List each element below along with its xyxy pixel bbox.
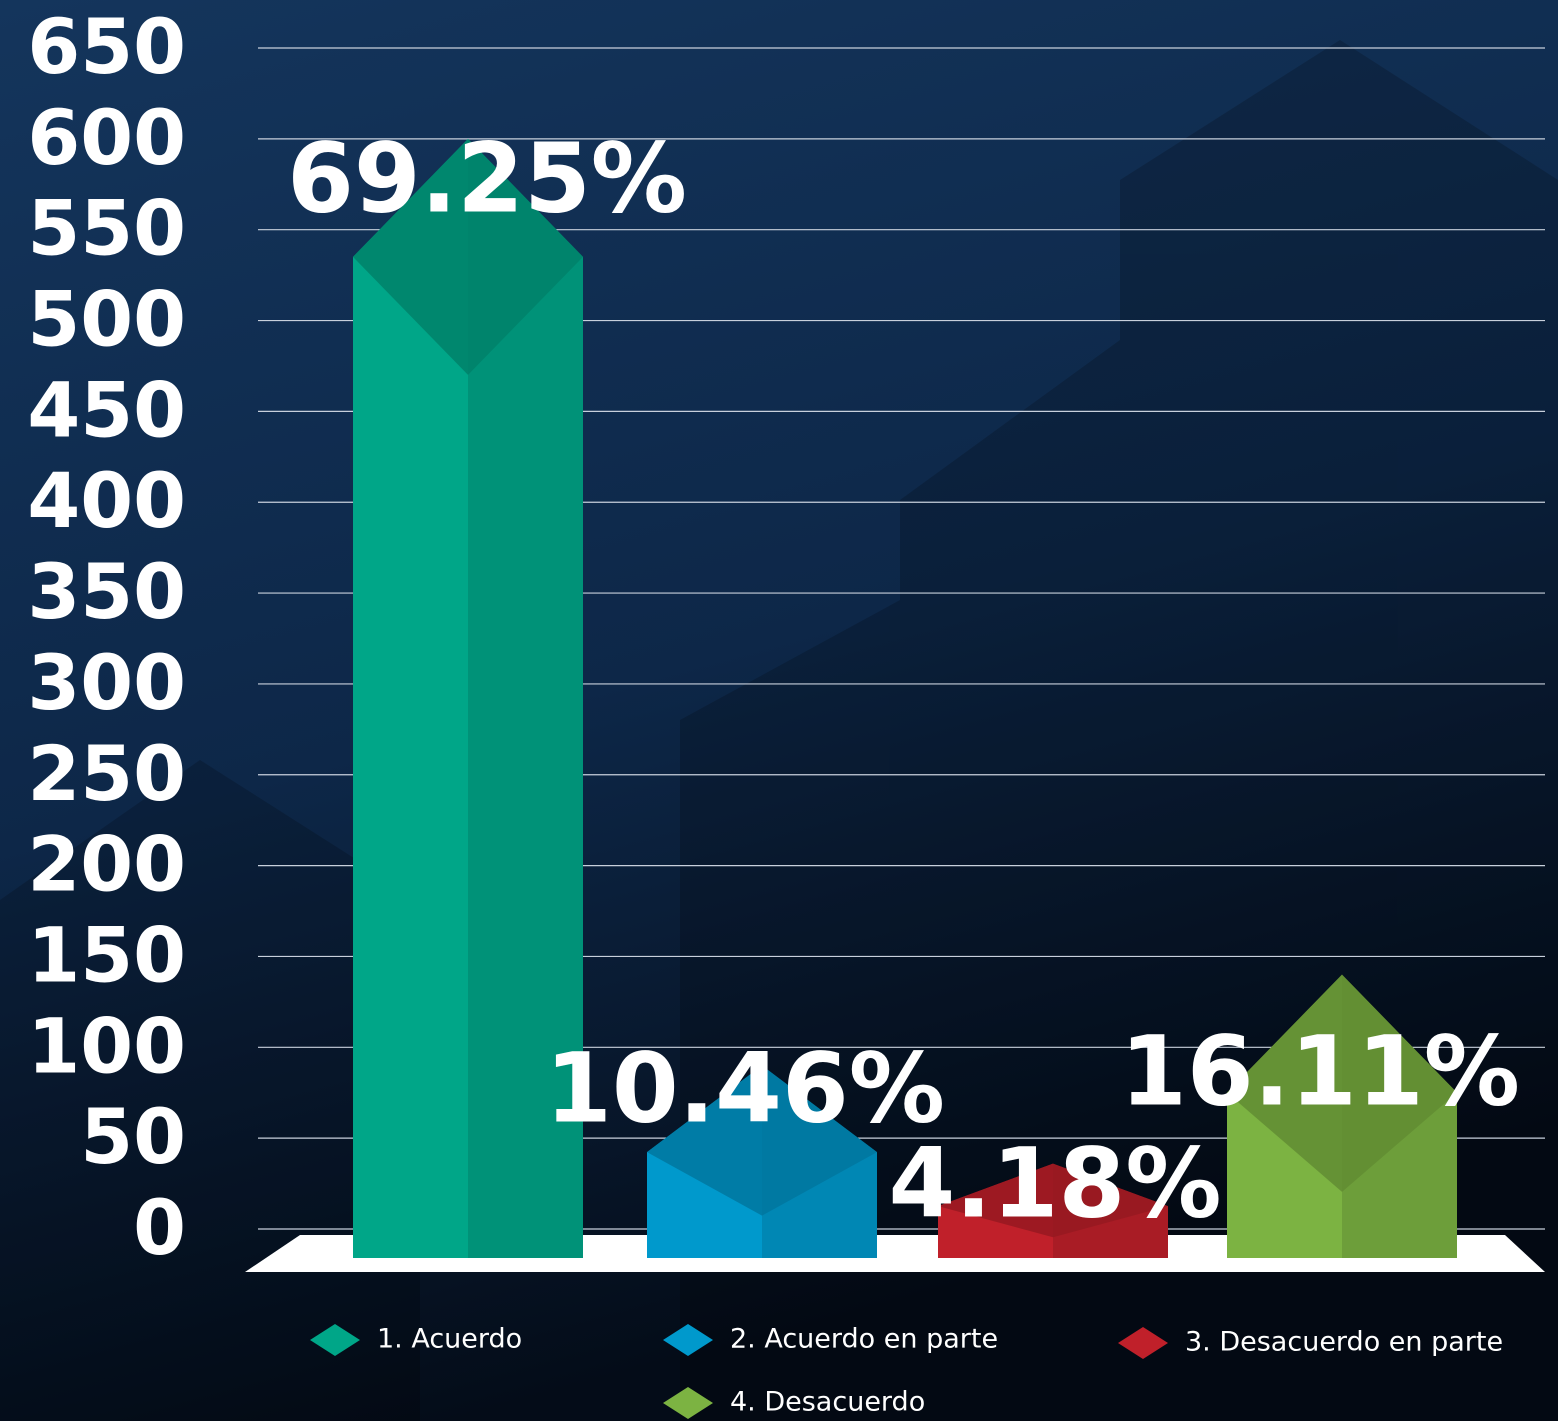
data-annotation: 4.18% — [888, 1127, 1221, 1239]
page: {"chart_data": {"type": "bar", "categori… — [0, 0, 1558, 1421]
legend-label: 2. Acuerdo en parte — [730, 1324, 998, 1355]
y-tick-label: 350 — [27, 547, 186, 636]
chart: 050100150200250300350400450500550600650 6… — [0, 0, 1558, 1421]
y-tick-label: 50 — [80, 1092, 186, 1181]
y-tick-label: 500 — [27, 275, 186, 364]
y-tick-label: 600 — [27, 93, 186, 182]
y-tick-label: 200 — [27, 820, 186, 909]
legend-label: 1. Acuerdo — [377, 1324, 522, 1355]
y-tick-label: 150 — [27, 910, 186, 999]
legend-label: 4. Desacuerdo — [730, 1387, 925, 1418]
data-annotation: 10.46% — [545, 1032, 945, 1144]
y-tick-label: 400 — [27, 456, 186, 545]
data-annotation: 16.11% — [1120, 1015, 1520, 1127]
y-tick-label: 0 — [133, 1183, 186, 1272]
y-tick-label: 100 — [27, 1001, 186, 1090]
y-tick-label: 650 — [27, 2, 186, 91]
y-tick-label: 250 — [27, 729, 186, 818]
data-annotation: 69.25% — [287, 122, 687, 234]
legend-label: 3. Desacuerdo en parte — [1185, 1327, 1503, 1358]
y-tick-label: 450 — [27, 365, 186, 454]
y-tick-label: 550 — [27, 184, 186, 273]
y-tick-label: 300 — [27, 638, 186, 727]
